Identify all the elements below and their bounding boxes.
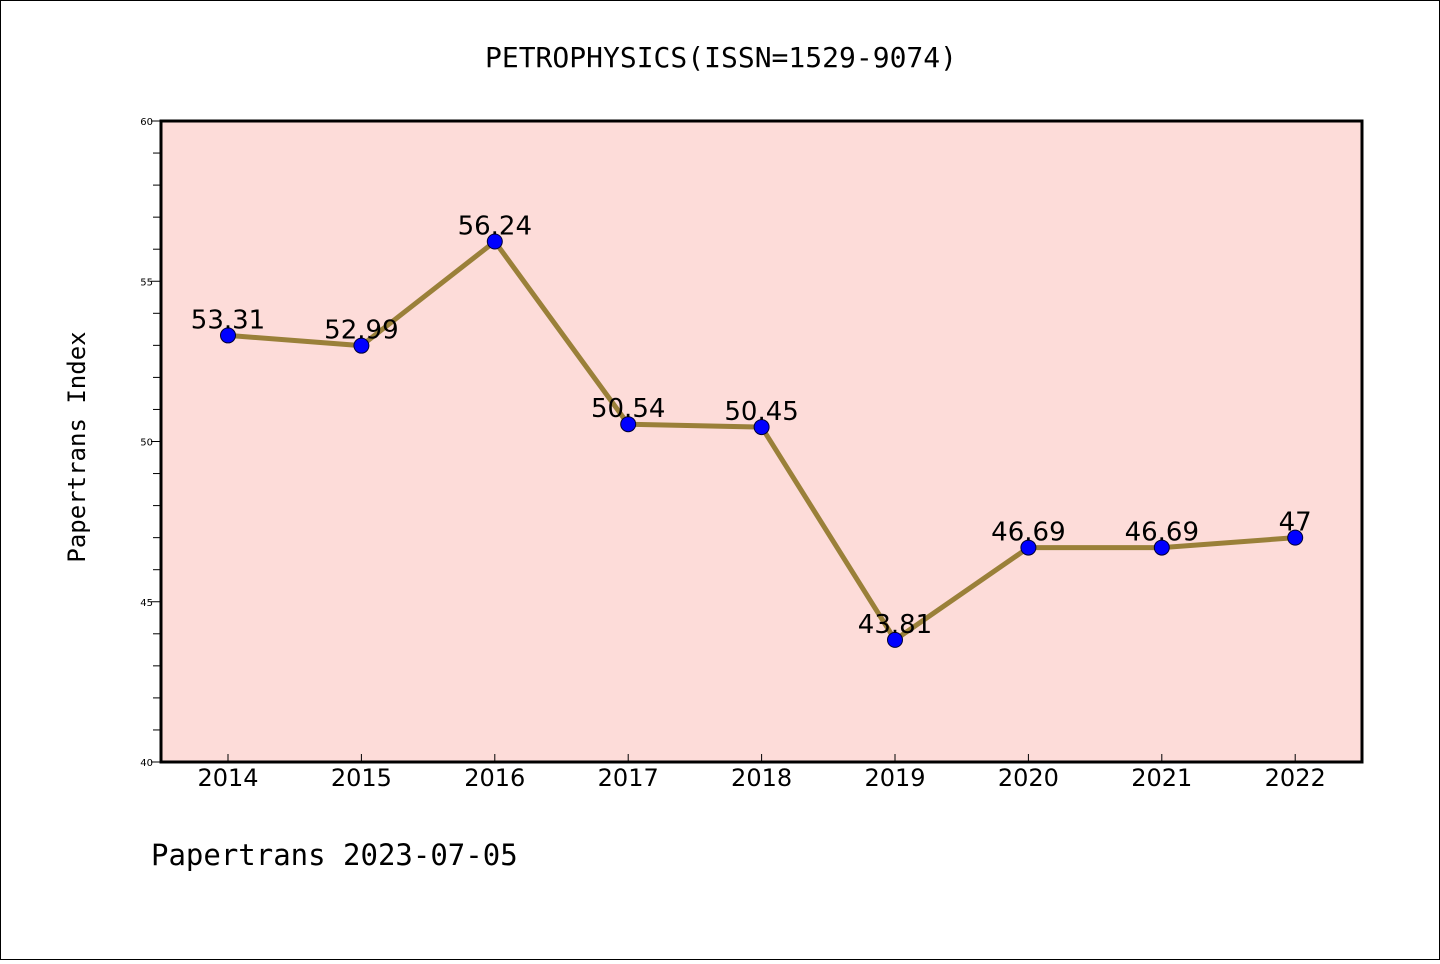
data-label: 56.24: [458, 212, 532, 242]
footer-note: Papertrans 2023-07-05: [151, 838, 518, 872]
y-tick-label: 55: [140, 277, 153, 288]
y-tick-label: 40: [140, 758, 153, 769]
data-point: [1020, 539, 1037, 556]
y-tick-label: 50: [140, 438, 153, 449]
x-tick-label: 2022: [1265, 764, 1326, 792]
data-label: 47: [1279, 508, 1312, 538]
data-point: [1287, 529, 1304, 546]
y-axis: 40 45 50 55 60: [140, 117, 161, 769]
y-tick-label: 60: [140, 117, 153, 128]
data-labels: 53.31 52.99 56.24 50.54 50.45 43.81 46.69 46.69…: [191, 212, 1312, 640]
chart-title: PETROPHYSICS(ISSN=1529-9074): [485, 41, 957, 74]
data-label: 46.69: [1125, 518, 1199, 548]
data-point: [620, 416, 637, 433]
x-tick-label: 2018: [731, 764, 792, 792]
x-tick-label: 2014: [197, 764, 258, 792]
y-axis-label: Papertrans Index: [63, 331, 91, 562]
data-points: [220, 233, 1304, 648]
data-label: 53.31: [191, 305, 265, 335]
data-label: 43.81: [858, 610, 932, 640]
data-label: 50.54: [591, 394, 665, 424]
data-point: [887, 631, 903, 648]
x-tick-label: 2016: [464, 764, 525, 792]
data-label: 46.69: [991, 518, 1065, 548]
x-tick-label: 2020: [998, 764, 1059, 792]
data-point: [220, 327, 236, 344]
data-point: [1153, 539, 1170, 556]
y-tick-label: 45: [140, 598, 153, 609]
x-tick-label: 2017: [598, 764, 659, 792]
data-point: [486, 233, 503, 250]
data-point: [353, 337, 370, 354]
x-axis: 2014 2015 2016 2017 2018 2019 2020 2021 2022: [197, 754, 1326, 792]
data-point: [753, 419, 770, 436]
x-tick-label: 2019: [864, 764, 925, 792]
x-tick-label: 2015: [331, 764, 392, 792]
x-tick-label: 2021: [1131, 764, 1192, 792]
data-label: 50.45: [724, 397, 798, 427]
plot-area: [159, 119, 1364, 764]
data-label: 52.99: [324, 316, 398, 346]
